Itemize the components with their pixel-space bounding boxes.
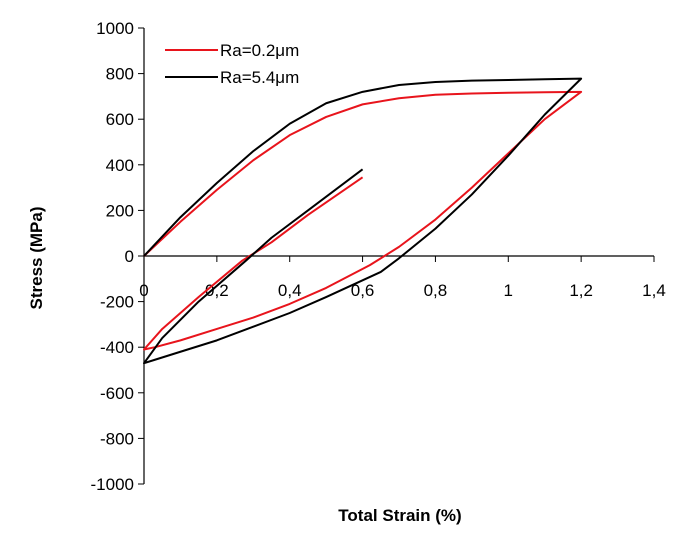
y-tick-label: -600 [100, 384, 134, 403]
legend-label-2: Ra=5.4μm [220, 68, 299, 87]
y-tick-label: 0 [125, 247, 134, 266]
x-tick-label: 0,8 [424, 281, 448, 300]
x-tick-label: 1 [504, 281, 513, 300]
legend-label-1: Ra=0.2μm [220, 41, 299, 60]
y-tick-label: -800 [100, 429, 134, 448]
y-tick-label: -1000 [91, 475, 134, 494]
x-tick-label: 0,4 [278, 281, 302, 300]
series-lines [143, 77, 583, 365]
x-tick-label: 1,2 [569, 281, 593, 300]
series-line-2 [143, 77, 583, 365]
y-axis-title: Stress (MPa) [27, 207, 46, 310]
y-tick-label: 200 [106, 201, 134, 220]
x-tick-label: 1,4 [642, 281, 666, 300]
y-tick-label: 600 [106, 110, 134, 129]
y-tick-label: 400 [106, 156, 134, 175]
x-tick-label: 0,6 [351, 281, 375, 300]
x-tick-label: 0 [139, 281, 148, 300]
legend: Ra=0.2μm Ra=5.4μm [165, 41, 299, 87]
y-tick-label: -400 [100, 338, 134, 357]
x-tick-label: 0,2 [205, 281, 229, 300]
y-tick-label: -200 [100, 293, 134, 312]
y-tick-label: 800 [106, 65, 134, 84]
x-axis-title: Total Strain (%) [338, 506, 461, 525]
series-line-1 [143, 90, 583, 351]
y-tick-label: 1000 [96, 19, 134, 38]
